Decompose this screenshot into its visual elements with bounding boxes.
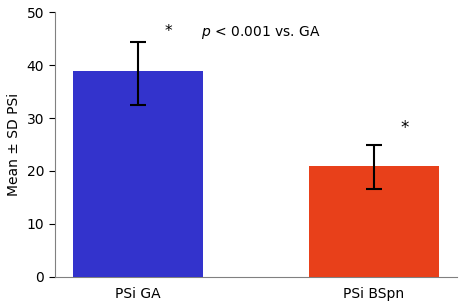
Text: *: * — [400, 119, 408, 137]
Bar — [73, 71, 202, 277]
Text: *: * — [164, 24, 172, 39]
Y-axis label: Mean ± SD PSi: Mean ± SD PSi — [7, 93, 21, 196]
Text: $p$ < 0.001 vs. GA: $p$ < 0.001 vs. GA — [200, 24, 320, 41]
Bar — [308, 166, 438, 277]
